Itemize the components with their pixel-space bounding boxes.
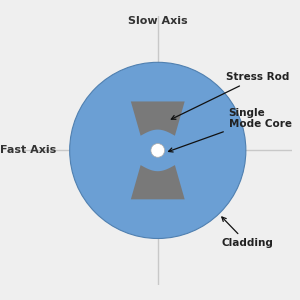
Circle shape	[151, 143, 165, 157]
Polygon shape	[131, 101, 185, 136]
Polygon shape	[131, 165, 185, 199]
Text: Single
Mode Core: Single Mode Core	[169, 108, 292, 152]
Text: Slow Axis: Slow Axis	[128, 16, 188, 26]
Text: Stress Rod: Stress Rod	[171, 72, 290, 119]
Text: Fast Axis: Fast Axis	[0, 146, 56, 155]
Text: Cladding: Cladding	[221, 217, 273, 248]
Circle shape	[70, 62, 246, 239]
